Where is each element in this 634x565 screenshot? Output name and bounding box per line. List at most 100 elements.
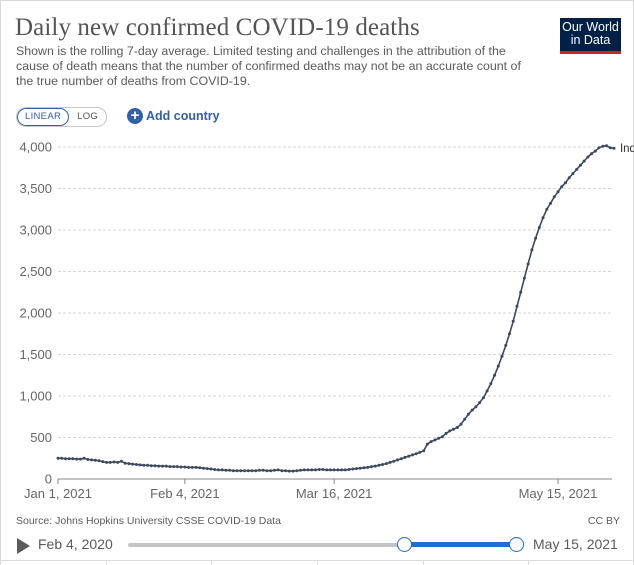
license-link[interactable]: CC BY <box>587 515 620 527</box>
data-point <box>545 207 549 211</box>
data-point <box>575 167 579 171</box>
data-point <box>284 469 288 473</box>
data-point <box>366 465 370 469</box>
data-point <box>381 463 385 466</box>
data-point <box>556 190 560 194</box>
data-point <box>213 468 217 471</box>
line-chart: 0 500 1,000 1,500 2,000 2,500 3,000 3,500 4,000 J… <box>19 140 634 502</box>
data-point <box>235 469 239 473</box>
y-tick-label: 0 <box>45 472 52 487</box>
data-point <box>328 468 332 472</box>
data-point <box>452 427 455 431</box>
data-point <box>78 457 82 461</box>
x-tick-label: Feb 4, 2021 <box>150 486 219 501</box>
data-point <box>202 466 205 470</box>
y-tick-label: 500 <box>30 430 52 445</box>
data-point <box>325 468 329 472</box>
data-point <box>299 468 302 472</box>
data-point <box>522 276 526 280</box>
data-point <box>444 431 448 435</box>
data-point <box>90 458 94 462</box>
data-point <box>56 456 60 460</box>
logo-accent-bar <box>560 51 621 54</box>
data-point <box>336 468 340 472</box>
data-point <box>496 364 500 368</box>
data-point <box>123 461 127 465</box>
data-point <box>317 468 321 471</box>
data-point <box>459 422 463 426</box>
data-point <box>425 442 429 446</box>
data-point <box>399 457 403 461</box>
data-point <box>411 453 414 457</box>
data-point <box>209 467 213 471</box>
play-icon[interactable] <box>17 538 30 554</box>
add-country-label: Add country <box>146 109 220 123</box>
timeline-start-handle[interactable] <box>397 537 412 552</box>
data-point <box>429 440 433 444</box>
log-scale-option[interactable]: LOG <box>77 111 99 122</box>
data-point <box>388 460 392 464</box>
series-line-india <box>58 144 615 472</box>
data-point <box>112 460 116 464</box>
data-point <box>64 457 67 461</box>
source-note[interactable]: Source: Johns Hopkins University CSSE CO… <box>16 515 281 527</box>
data-point <box>280 469 284 473</box>
data-point <box>515 304 519 308</box>
data-point <box>474 405 478 409</box>
y-tick-label: 3,000 <box>19 223 52 238</box>
data-point <box>71 457 75 461</box>
chart-subtitle: Shown is the rolling 7-day average. Limi… <box>16 44 521 88</box>
data-point <box>216 468 220 472</box>
data-point <box>250 469 254 473</box>
data-point <box>321 468 325 471</box>
data-point <box>157 464 161 468</box>
data-point <box>105 460 108 464</box>
data-point <box>332 468 336 472</box>
data-point <box>116 460 120 464</box>
data-point <box>448 429 452 433</box>
data-point <box>239 469 243 473</box>
owid-logo[interactable]: Our World in Data <box>560 18 621 54</box>
data-point <box>500 354 504 358</box>
data-point <box>511 319 515 323</box>
data-point <box>455 426 459 429</box>
data-point <box>183 465 187 469</box>
scale-toggle[interactable]: LINEAR LOG <box>16 107 108 127</box>
data-point <box>493 373 497 377</box>
data-point <box>258 468 261 472</box>
data-point <box>101 460 105 464</box>
data-point <box>392 459 396 463</box>
data-point <box>478 401 482 405</box>
data-point <box>530 248 534 252</box>
linear-scale-option[interactable]: LINEAR <box>17 108 70 126</box>
y-tick-label: 4,000 <box>19 140 52 155</box>
y-tick-label: 3,500 <box>19 181 52 196</box>
data-point <box>119 459 123 463</box>
data-point <box>508 332 511 336</box>
data-point <box>369 465 373 469</box>
add-country-button[interactable]: + Add country <box>127 108 220 124</box>
data-point <box>526 262 530 266</box>
data-point <box>422 449 426 453</box>
data-point <box>560 185 564 189</box>
data-point <box>564 181 567 185</box>
data-point <box>108 460 112 464</box>
data-point <box>466 412 470 416</box>
data-point <box>433 438 437 442</box>
data-point <box>362 466 366 470</box>
timeline-end-handle[interactable] <box>509 537 524 552</box>
timeline: Feb 4, 2020 May 15, 2021 <box>0 533 634 565</box>
data-point <box>582 159 586 163</box>
data-point <box>60 456 64 460</box>
x-tick-label: Jan 1, 2021 <box>24 486 92 501</box>
data-point <box>537 226 541 229</box>
y-tick-label: 1,000 <box>19 389 52 404</box>
data-point <box>153 464 157 468</box>
data-point <box>384 462 388 466</box>
timeline-track[interactable] <box>128 543 518 547</box>
data-point <box>310 468 314 472</box>
data-point <box>612 146 616 150</box>
data-point <box>194 465 198 469</box>
data-point <box>231 469 235 473</box>
data-point <box>601 144 605 148</box>
